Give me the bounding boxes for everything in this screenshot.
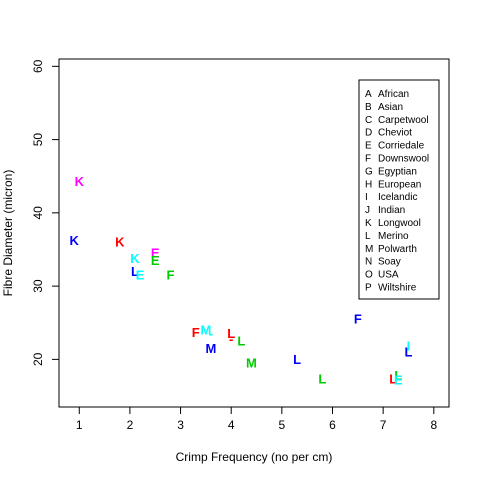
data-point: F	[166, 268, 174, 283]
legend-entry-label: Cheviot	[378, 128, 412, 139]
y-tick-label: 30	[31, 279, 45, 293]
legend-code: P	[365, 283, 372, 294]
legend-entry-label: Indian	[378, 205, 405, 216]
data-point: L	[318, 372, 326, 387]
legend-entry-label: USA	[378, 270, 399, 281]
y-tick-label: 20	[31, 352, 45, 366]
legend-code: L	[365, 231, 371, 242]
legend-entry-label: Icelandic	[378, 192, 417, 203]
data-point: L	[405, 345, 413, 360]
data-point: K	[75, 174, 85, 189]
data-point: E	[151, 246, 160, 261]
legend-entry-label: Downswool	[378, 154, 429, 165]
legend-entry-label: Asian	[378, 102, 403, 113]
y-tick-label: 60	[31, 59, 45, 73]
x-tick-label: 2	[127, 418, 134, 432]
data-point: I	[407, 339, 411, 354]
data-point: E	[151, 253, 160, 268]
data-point: -	[229, 331, 233, 346]
legend-code: G	[365, 166, 373, 177]
legend-entry-label: Soay	[378, 257, 401, 268]
legend-code: A	[365, 89, 372, 100]
legend-entry-label: Polwarth	[378, 244, 417, 255]
legend-code: J	[365, 205, 370, 216]
legend-code: M	[365, 244, 373, 255]
x-axis: 1 2 3 4 5 6 7 8	[76, 406, 437, 432]
legend-code: N	[365, 257, 372, 268]
y-tick-label: 50	[31, 133, 45, 147]
x-tick-label: 3	[177, 418, 184, 432]
legend-box	[358, 79, 440, 300]
x-tick-label: 7	[380, 418, 387, 432]
data-point: E	[394, 372, 403, 387]
legend-entry-label: Longwool	[378, 218, 421, 229]
y-axis: 20 30 40 50 60	[31, 59, 60, 366]
x-tick-label: 4	[228, 418, 235, 432]
legend-code: B	[365, 102, 372, 113]
data-point: -	[209, 326, 213, 341]
y-axis-label: Fibre Diameter (micron)	[1, 170, 15, 297]
legend-entry-label: Wiltshire	[378, 283, 417, 294]
data-point: L	[293, 352, 301, 367]
data-point: M	[246, 356, 257, 371]
legend-code: K	[365, 218, 372, 229]
legend-code: I	[365, 192, 368, 203]
legend-code: H	[365, 179, 372, 190]
data-point: M	[200, 323, 211, 338]
legend-entry-label: Corriedale	[378, 141, 425, 152]
legend-entry-label: Egyptian	[378, 166, 417, 177]
data-point: M	[206, 341, 217, 356]
x-tick-label: 6	[329, 418, 336, 432]
legend-entry-label: African	[378, 89, 409, 100]
data-point: L	[389, 372, 397, 387]
legend-code: C	[365, 115, 372, 126]
legend-code: F	[365, 154, 371, 165]
data-point: L	[237, 334, 245, 349]
data-point: E	[136, 268, 145, 283]
data-point: F	[354, 312, 362, 327]
data-point: L	[227, 326, 235, 341]
legend-entry-label: Carpetwool	[378, 115, 429, 126]
x-tick-label: 8	[430, 418, 437, 432]
data-point: L	[131, 264, 139, 279]
legend-entry-label: Merino	[378, 231, 409, 242]
y-tick-label: 40	[31, 206, 45, 220]
legend: A African B Asian C Carpetwool D Cheviot E Corrie…	[358, 79, 440, 300]
legend-entry-label: European	[378, 179, 421, 190]
legend-code: D	[365, 128, 372, 139]
data-point: F	[192, 325, 200, 340]
x-tick-label: 1	[76, 418, 83, 432]
legend-code: E	[365, 141, 372, 152]
x-tick-label: 5	[279, 418, 286, 432]
data-point: K	[115, 235, 125, 250]
data-point: K	[69, 233, 79, 248]
x-axis-label: Crimp Frequency (no per cm)	[176, 450, 333, 464]
data-point: L	[394, 368, 402, 383]
data-point: K	[130, 251, 140, 266]
legend-code: O	[365, 270, 373, 281]
